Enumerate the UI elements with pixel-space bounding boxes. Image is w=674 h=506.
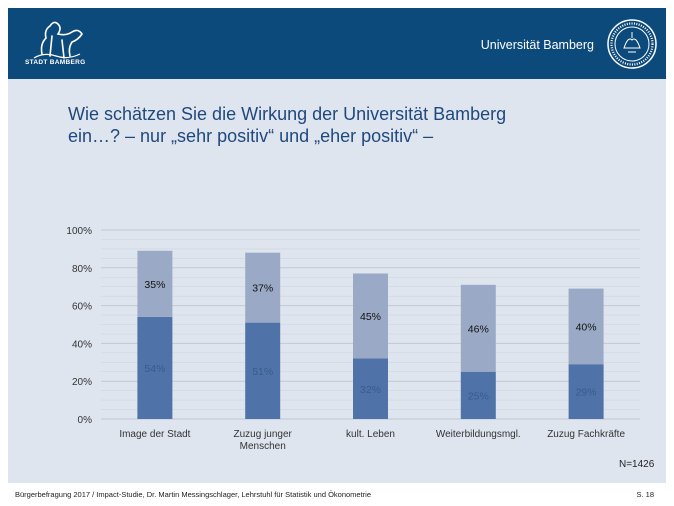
data-label: 37% — [252, 283, 273, 295]
stadt-bamberg-logo — [33, 21, 83, 59]
y-tick-label: 40% — [72, 339, 92, 350]
stacked-bar-chart: 0% 20% 40% 60% 80% 100% 54% 35% Image der Stadt 5… — [66, 226, 640, 452]
bar-segment — [460, 284, 496, 372]
y-tick-label: 20% — [72, 377, 92, 388]
data-label: 32% — [360, 384, 381, 396]
x-tick-label: Weiterbildungsmgl. — [436, 429, 521, 440]
data-label: 35% — [144, 279, 165, 291]
data-label: 46% — [468, 323, 489, 335]
university-seal-icon — [607, 19, 657, 69]
page-number: S. 18 — [636, 490, 654, 499]
x-tick-label: Zuzug Fachkräfte — [547, 429, 625, 440]
bar-segment — [137, 250, 173, 317]
bar-segment — [245, 322, 281, 419]
title-line-1: Wie schätzen Sie die Wirkung der Univers… — [68, 104, 507, 124]
slide-content: Wie schätzen Sie die Wirkung der Univers… — [8, 79, 666, 483]
university-name: Universität Bamberg — [480, 38, 594, 52]
footer-source: Bürgerbefragung 2017 / Impact-Studie, Dr… — [15, 490, 372, 499]
bar-segment — [568, 364, 604, 419]
data-label: 51% — [252, 366, 273, 378]
x-tick-label: Zuzug junger — [234, 429, 293, 440]
y-tick-label: 60% — [72, 302, 92, 313]
data-label: 54% — [144, 363, 165, 375]
data-label: 25% — [468, 390, 489, 402]
slide-title: Wie schätzen Sie die Wirkung der Univers… — [68, 103, 628, 147]
bar-segment — [137, 316, 173, 419]
x-tick-label: Image der Stadt — [119, 429, 190, 440]
data-label: 45% — [360, 311, 381, 323]
bar-segment — [353, 358, 388, 419]
title-line-2: ein…? – nur „sehr positiv“ und „eher pos… — [68, 126, 434, 146]
bar-segment — [245, 252, 281, 323]
bar-segment — [353, 273, 388, 359]
data-label: 40% — [576, 321, 597, 333]
y-tick-label: 80% — [72, 264, 92, 275]
sample-size-label: N=1426 — [619, 459, 655, 470]
stadt-bamberg-label: STADT BAMBERG — [25, 59, 86, 66]
y-tick-label: 0% — [78, 415, 93, 426]
bar-segment — [568, 288, 604, 365]
x-tick-label: kult. Leben — [346, 429, 395, 440]
x-tick-label: Menschen — [240, 441, 286, 452]
y-tick-label: 100% — [66, 226, 92, 237]
data-label: 29% — [576, 387, 597, 399]
header-bar: STADT BAMBERG Universität Bamberg — [8, 8, 666, 79]
bar-segment — [460, 371, 496, 419]
